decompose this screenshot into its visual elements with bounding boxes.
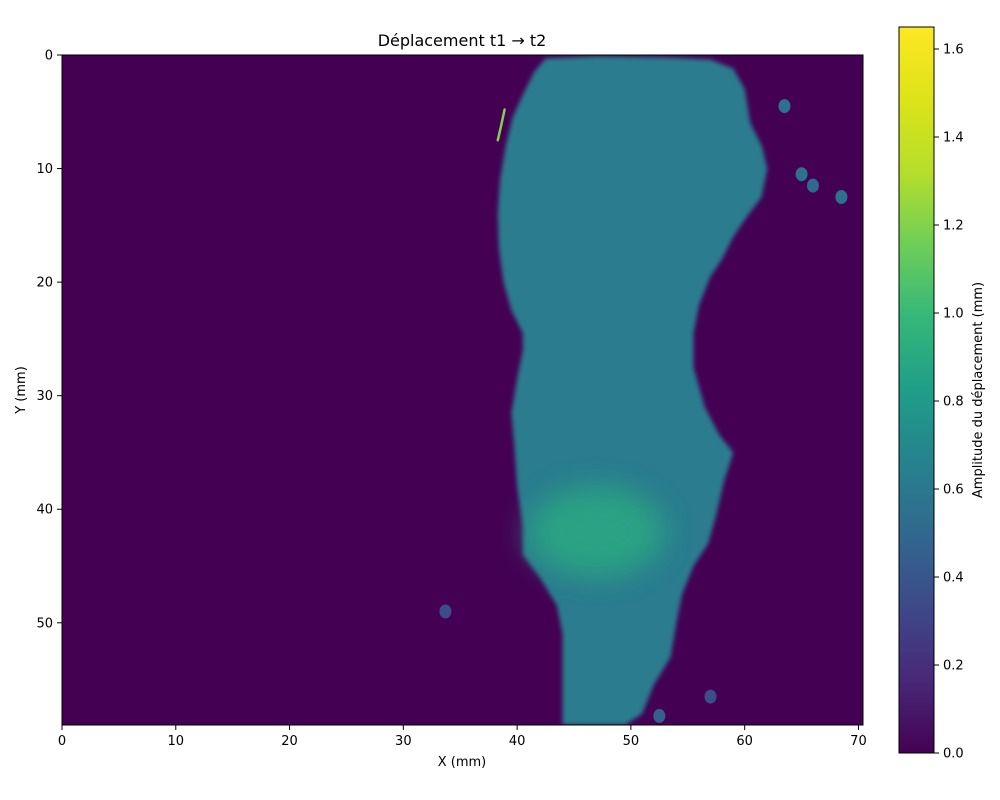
x-tick-label: 50 — [623, 734, 640, 749]
y-tick-label: 50 — [36, 616, 53, 631]
x-tick-label: 0 — [58, 734, 66, 749]
colorbar-tick-label: 1.2 — [943, 219, 964, 234]
colorbar: 0.0 0.2 0.4 0.6 0.8 1.0 1.2 1.4 1.6 Amplitude du… — [898, 26, 986, 762]
x-tick-label: 20 — [281, 734, 298, 749]
colorbar-ticks: 0.0 0.2 0.4 0.6 0.8 1.0 1.2 1.4 1.6 — [934, 43, 964, 762]
y-axis-label: Y (mm) — [14, 366, 29, 415]
colorbar-tick-label: 1.0 — [943, 307, 964, 322]
displacement-blob — [795, 167, 808, 182]
colorbar-tick-label: 0.4 — [943, 571, 964, 586]
displacement-blob — [439, 604, 452, 619]
plot-area — [61, 54, 864, 726]
x-tick-label: 40 — [509, 734, 526, 749]
colorbar-tick-label: 1.6 — [943, 43, 964, 58]
x-tick-label: 60 — [736, 734, 753, 749]
colorbar-tick-label: 0.6 — [943, 483, 964, 498]
colorbar-tick-label: 1.4 — [943, 131, 964, 146]
colorbar-label: Amplitude du déplacement (mm) — [971, 282, 986, 498]
y-tick-label: 20 — [36, 276, 53, 291]
colorbar-tick-label: 0.2 — [943, 659, 964, 674]
y-tick-label: 30 — [36, 389, 53, 404]
x-axis-label: X (mm) — [438, 755, 487, 770]
displacement-blob — [806, 178, 819, 193]
displacement-blob — [653, 708, 666, 723]
displacement-blob — [704, 689, 717, 704]
displacement-blob — [835, 189, 848, 204]
x-tick-label: 10 — [168, 734, 185, 749]
displacement-hotspot — [528, 486, 666, 578]
y-tick-label: 0 — [45, 49, 53, 64]
displacement-field — [439, 56, 848, 725]
y-tick-label: 40 — [36, 503, 53, 518]
y-axis: 0 10 20 30 40 50 — [36, 49, 62, 631]
bright-streak — [496, 108, 506, 142]
colorbar-gradient — [898, 26, 935, 754]
chart-title: Déplacement t1 → t2 — [378, 31, 547, 50]
y-tick-label: 10 — [36, 162, 53, 177]
colorbar-tick-label: 0.0 — [943, 747, 964, 762]
plot-frame — [61, 54, 864, 726]
displacement-blob — [778, 99, 791, 114]
colorbar-tick-label: 0.8 — [943, 395, 964, 410]
x-tick-label: 70 — [850, 734, 867, 749]
x-tick-label: 30 — [395, 734, 412, 749]
x-axis: 0 10 20 30 40 50 60 70 — [58, 725, 867, 749]
